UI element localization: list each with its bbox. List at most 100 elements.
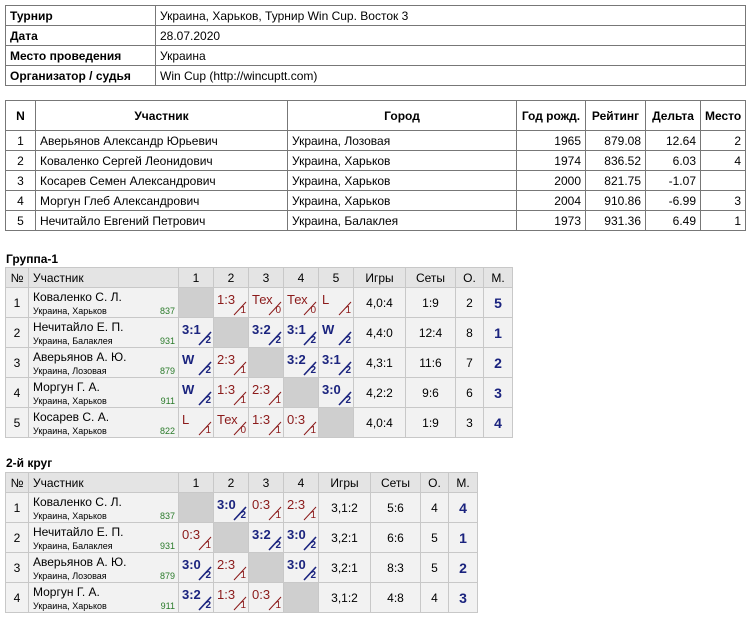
slash bbox=[268, 506, 282, 521]
header-cell: Участник bbox=[35, 100, 288, 131]
player-cell: 836.52 bbox=[585, 150, 646, 171]
points: 7 bbox=[455, 347, 484, 378]
header-cell: Сеты bbox=[405, 267, 456, 288]
points: 4 bbox=[420, 582, 449, 613]
row-number: 1 bbox=[5, 492, 29, 523]
score-text: 2:3 bbox=[287, 497, 306, 512]
score-points: 2 bbox=[345, 335, 351, 346]
score-points: 2 bbox=[310, 365, 316, 376]
slash bbox=[233, 596, 247, 611]
place: 2 bbox=[448, 552, 478, 583]
player-cell: 879.08 bbox=[585, 130, 646, 151]
info-value: Win Cup (http://wincuptt.com) bbox=[155, 65, 746, 86]
header-cell: О. bbox=[420, 472, 449, 493]
row-number: 3 bbox=[5, 347, 29, 378]
games: 4,3:1 bbox=[353, 347, 406, 378]
player-cell: Украина, Лозовая bbox=[287, 130, 517, 151]
player-cell: 6.03 bbox=[645, 150, 701, 171]
group-title: Группа-1 bbox=[6, 252, 59, 266]
games: 3,1:2 bbox=[318, 582, 371, 613]
games: 3,2:1 bbox=[318, 522, 371, 553]
score-points: 1 bbox=[275, 425, 281, 436]
player-info: Аверьянов А. Ю. Украина, Лозовая 879 bbox=[30, 349, 178, 377]
score: Тех 0 bbox=[215, 409, 248, 437]
score-points: 1 bbox=[345, 305, 351, 316]
score-text: Тех bbox=[252, 292, 273, 307]
player-cell bbox=[700, 170, 746, 191]
slash bbox=[268, 331, 282, 346]
score: 1:3 1 bbox=[250, 409, 283, 437]
score: 3:2 2 bbox=[250, 319, 283, 347]
slash bbox=[268, 421, 282, 436]
header-row: N Участник Город Год рожд. Рейтинг Дельта Мест… bbox=[5, 100, 746, 131]
score: 3:1 2 bbox=[320, 349, 353, 377]
games: 4,2:2 bbox=[353, 377, 406, 408]
header-cell: О. bbox=[455, 267, 484, 288]
diagonal-cell bbox=[213, 317, 249, 348]
score-text: 3:2 bbox=[287, 352, 306, 367]
score-cell: 2:3 1 bbox=[213, 347, 249, 378]
player-cell: 1 bbox=[5, 130, 36, 151]
header-row: № Участник 1 2 3 4 Игры Сеты О. М. bbox=[5, 472, 478, 493]
score: 3:2 2 bbox=[285, 349, 318, 377]
header-cell: 3 bbox=[248, 267, 284, 288]
header-cell: N bbox=[5, 100, 36, 131]
games: 4,4:0 bbox=[353, 317, 406, 348]
score: 0:3 1 bbox=[180, 524, 213, 552]
score-text: 3:0 bbox=[287, 527, 306, 542]
slash bbox=[198, 566, 212, 581]
tbody: Турнир Украина, Харьков, Турнир Win Cup. … bbox=[5, 5, 746, 86]
header-cell: Город bbox=[287, 100, 517, 131]
score-cell: 1:3 1 bbox=[213, 377, 249, 408]
tbody: 1 Аверьянов Александр Юрьевич Украина, Лоз… bbox=[5, 130, 746, 231]
score-cell: Тех 0 bbox=[213, 407, 249, 438]
score-text: Тех bbox=[287, 292, 308, 307]
player-name: Аверьянов А. Ю. bbox=[33, 350, 127, 364]
group-row: 1 Коваленко С. Л. Украина, Харьков 837 1:3 1 Т… bbox=[5, 287, 513, 318]
player-name: Нечитайло Е. П. bbox=[33, 525, 124, 539]
header-cell: 4 bbox=[283, 267, 319, 288]
group-title: 2-й круг bbox=[6, 456, 53, 470]
sets: 4:8 bbox=[370, 582, 421, 613]
slash bbox=[303, 536, 317, 551]
player-city: Украина, Лозовая bbox=[33, 571, 107, 581]
score-points: 2 bbox=[205, 365, 211, 376]
slash bbox=[303, 361, 317, 376]
header-cell: Игры bbox=[318, 472, 371, 493]
slash bbox=[268, 536, 282, 551]
player-cell: 2000 bbox=[516, 170, 586, 191]
score: 3:0 2 bbox=[285, 524, 318, 552]
player-cell: 12.64 bbox=[645, 130, 701, 151]
score-points: 2 bbox=[345, 395, 351, 406]
slash bbox=[198, 596, 212, 611]
games: 3,1:2 bbox=[318, 492, 371, 523]
points: 8 bbox=[455, 317, 484, 348]
row-number: 2 bbox=[5, 317, 29, 348]
player-info: Нечитайло Е. П. Украина, Балаклея 931 bbox=[30, 524, 178, 552]
player-cell: 1965 bbox=[516, 130, 586, 151]
sets: 1:9 bbox=[405, 407, 456, 438]
player-name: Коваленко С. Л. bbox=[33, 495, 122, 509]
diagonal-cell bbox=[283, 582, 319, 613]
player-cell: 4 bbox=[700, 150, 746, 171]
slash bbox=[198, 421, 212, 436]
score: 2:3 1 bbox=[215, 349, 248, 377]
player-cell: -6.99 bbox=[645, 190, 701, 211]
score: 2:3 1 bbox=[250, 379, 283, 407]
score: 1:3 1 bbox=[215, 289, 248, 317]
player-name: Моргун Г. А. bbox=[33, 585, 100, 599]
player-cell: Косарев Семен Александрович bbox=[35, 170, 288, 191]
thead: N Участник Город Год рожд. Рейтинг Дельта Мест… bbox=[5, 100, 746, 131]
player-cell: Нечитайло Е. П. Украина, Балаклея 931 bbox=[28, 522, 179, 553]
diagonal-cell bbox=[178, 492, 214, 523]
header-cell: 5 bbox=[318, 267, 354, 288]
slash bbox=[233, 361, 247, 376]
info-row: Организатор / судья Win Cup (http://wincu… bbox=[5, 65, 746, 86]
player-city: Украина, Харьков bbox=[33, 306, 107, 316]
player-rating: 879 bbox=[159, 571, 175, 581]
